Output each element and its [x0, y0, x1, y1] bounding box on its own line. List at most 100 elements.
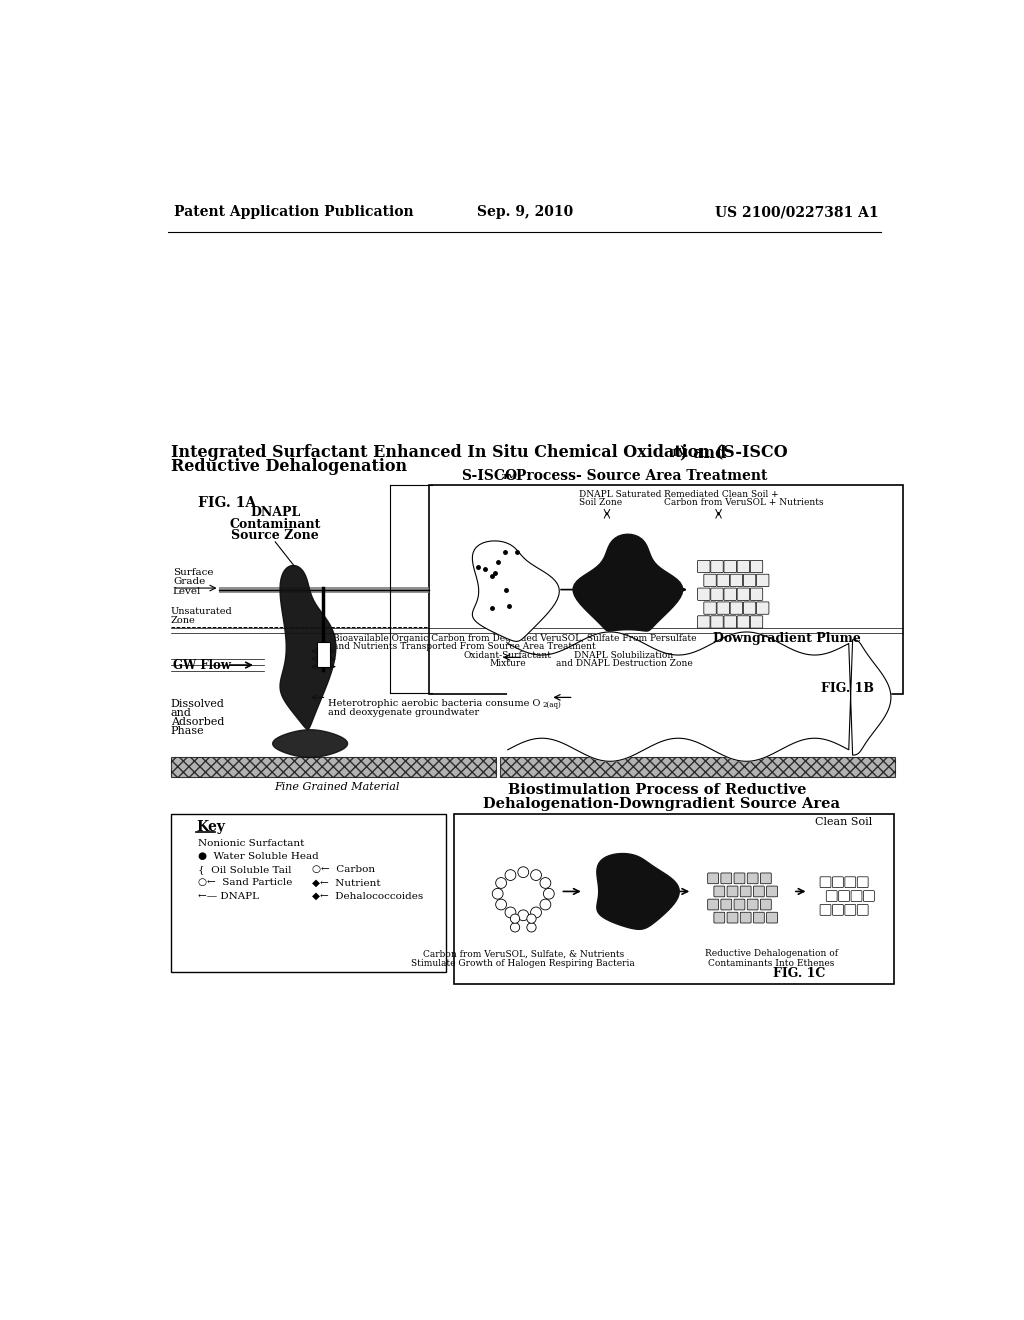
FancyBboxPatch shape: [761, 873, 771, 884]
FancyBboxPatch shape: [820, 904, 830, 915]
Text: Integrated Surfactant Enhanced In Situ Chemical Oxidation (S-ISCO: Integrated Surfactant Enhanced In Situ C…: [171, 444, 787, 461]
FancyBboxPatch shape: [845, 904, 856, 915]
Circle shape: [530, 870, 542, 880]
Circle shape: [526, 923, 537, 932]
Bar: [171, 758, 496, 777]
FancyBboxPatch shape: [717, 574, 729, 586]
FancyBboxPatch shape: [714, 886, 725, 896]
Polygon shape: [472, 541, 559, 642]
FancyBboxPatch shape: [734, 873, 744, 884]
Text: Nonionic Surfactant: Nonionic Surfactant: [198, 840, 304, 849]
Text: Source Zone: Source Zone: [231, 529, 319, 543]
FancyBboxPatch shape: [748, 899, 758, 909]
FancyBboxPatch shape: [757, 602, 769, 614]
Bar: [500, 758, 895, 777]
FancyBboxPatch shape: [833, 876, 844, 887]
FancyBboxPatch shape: [697, 560, 710, 573]
Bar: [171, 814, 445, 973]
Text: ○←  Sand Particle: ○← Sand Particle: [198, 879, 292, 887]
Text: Mixture: Mixture: [489, 659, 526, 668]
Text: ◆←  Dehalococcoides: ◆← Dehalococcoides: [311, 891, 423, 900]
Text: Unsaturated: Unsaturated: [171, 607, 232, 615]
FancyBboxPatch shape: [708, 873, 719, 884]
Text: TM: TM: [503, 474, 518, 482]
Text: FIG. 1C: FIG. 1C: [773, 966, 825, 979]
FancyBboxPatch shape: [730, 602, 742, 614]
Polygon shape: [280, 565, 336, 729]
FancyBboxPatch shape: [697, 589, 710, 601]
FancyBboxPatch shape: [767, 886, 777, 896]
Bar: [219, 586, 429, 594]
FancyBboxPatch shape: [751, 615, 763, 628]
Text: ●  Water Soluble Head: ● Water Soluble Head: [198, 853, 318, 861]
Text: Soil Zone: Soil Zone: [579, 498, 623, 507]
Circle shape: [518, 909, 528, 921]
FancyBboxPatch shape: [714, 912, 725, 923]
Circle shape: [510, 923, 519, 932]
FancyBboxPatch shape: [833, 904, 844, 915]
Text: Clean Soil: Clean Soil: [815, 817, 872, 828]
Text: 2(aq): 2(aq): [543, 701, 561, 709]
Text: Process- Source Area Treatment: Process- Source Area Treatment: [511, 470, 767, 483]
Text: GW Flow: GW Flow: [173, 659, 231, 672]
FancyBboxPatch shape: [839, 891, 850, 902]
Text: ○←  Carbon: ○← Carbon: [311, 866, 375, 874]
Text: Downgradient Plume: Downgradient Plume: [713, 631, 861, 644]
FancyBboxPatch shape: [748, 873, 758, 884]
Text: Fine Grained Material: Fine Grained Material: [274, 781, 400, 792]
FancyBboxPatch shape: [743, 602, 756, 614]
FancyBboxPatch shape: [757, 574, 769, 586]
FancyBboxPatch shape: [727, 886, 738, 896]
Bar: [317, 642, 330, 667]
Circle shape: [496, 899, 507, 909]
Text: Carbon from VeruSOL + Nutrients: Carbon from VeruSOL + Nutrients: [665, 498, 824, 507]
Text: Dissolved: Dissolved: [171, 698, 224, 709]
Circle shape: [496, 878, 507, 888]
FancyBboxPatch shape: [826, 891, 838, 902]
Bar: [454, 814, 894, 983]
Text: FIG. 1B: FIG. 1B: [820, 681, 873, 694]
Circle shape: [530, 907, 542, 917]
Circle shape: [510, 913, 519, 923]
FancyBboxPatch shape: [724, 615, 736, 628]
FancyBboxPatch shape: [708, 899, 719, 909]
Text: and deoxygenate groundwater: and deoxygenate groundwater: [328, 709, 479, 717]
Text: US 2100/0227381 A1: US 2100/0227381 A1: [715, 206, 879, 219]
FancyBboxPatch shape: [711, 589, 723, 601]
FancyBboxPatch shape: [737, 560, 750, 573]
Text: Adsorbed: Adsorbed: [171, 717, 224, 727]
Text: Bioavailable Organic Carbon from Degraded VeruSOL, Sulfate From Persulfate: Bioavailable Organic Carbon from Degrade…: [334, 634, 697, 643]
Polygon shape: [272, 730, 347, 758]
FancyBboxPatch shape: [711, 560, 723, 573]
FancyBboxPatch shape: [730, 574, 742, 586]
FancyBboxPatch shape: [857, 876, 868, 887]
Polygon shape: [597, 854, 679, 929]
FancyBboxPatch shape: [734, 899, 744, 909]
Text: Stimulate Growth of Halogen Respiring Bacteria: Stimulate Growth of Halogen Respiring Ba…: [412, 958, 635, 968]
Text: Remediated Clean Soil +: Remediated Clean Soil +: [665, 490, 779, 499]
Text: Reductive Dehalogenation of: Reductive Dehalogenation of: [705, 949, 838, 958]
FancyBboxPatch shape: [737, 589, 750, 601]
Text: TM: TM: [671, 449, 688, 458]
FancyBboxPatch shape: [751, 589, 763, 601]
Text: Oxidant-Surfactant: Oxidant-Surfactant: [464, 651, 552, 660]
Polygon shape: [573, 535, 683, 631]
FancyBboxPatch shape: [851, 891, 862, 902]
FancyBboxPatch shape: [740, 912, 751, 923]
Text: ◆←  Nutrient: ◆← Nutrient: [311, 879, 380, 887]
Text: FIG. 1A: FIG. 1A: [198, 496, 256, 511]
Bar: [429, 484, 903, 694]
Text: and DNAPL Destruction Zone: and DNAPL Destruction Zone: [556, 659, 692, 668]
FancyBboxPatch shape: [724, 589, 736, 601]
Text: Patent Application Publication: Patent Application Publication: [174, 206, 414, 219]
Text: Heterotrophic aerobic bacteria consume O: Heterotrophic aerobic bacteria consume O: [328, 700, 541, 708]
FancyBboxPatch shape: [721, 899, 732, 909]
Text: Phase: Phase: [171, 726, 204, 737]
Circle shape: [544, 888, 554, 899]
Circle shape: [505, 907, 516, 917]
Text: ←— DNAPL: ←— DNAPL: [198, 891, 259, 900]
Text: ) and: ) and: [680, 444, 726, 461]
Text: Sep. 9, 2010: Sep. 9, 2010: [477, 206, 572, 219]
Text: Contaminant: Contaminant: [229, 517, 321, 531]
FancyBboxPatch shape: [754, 912, 764, 923]
